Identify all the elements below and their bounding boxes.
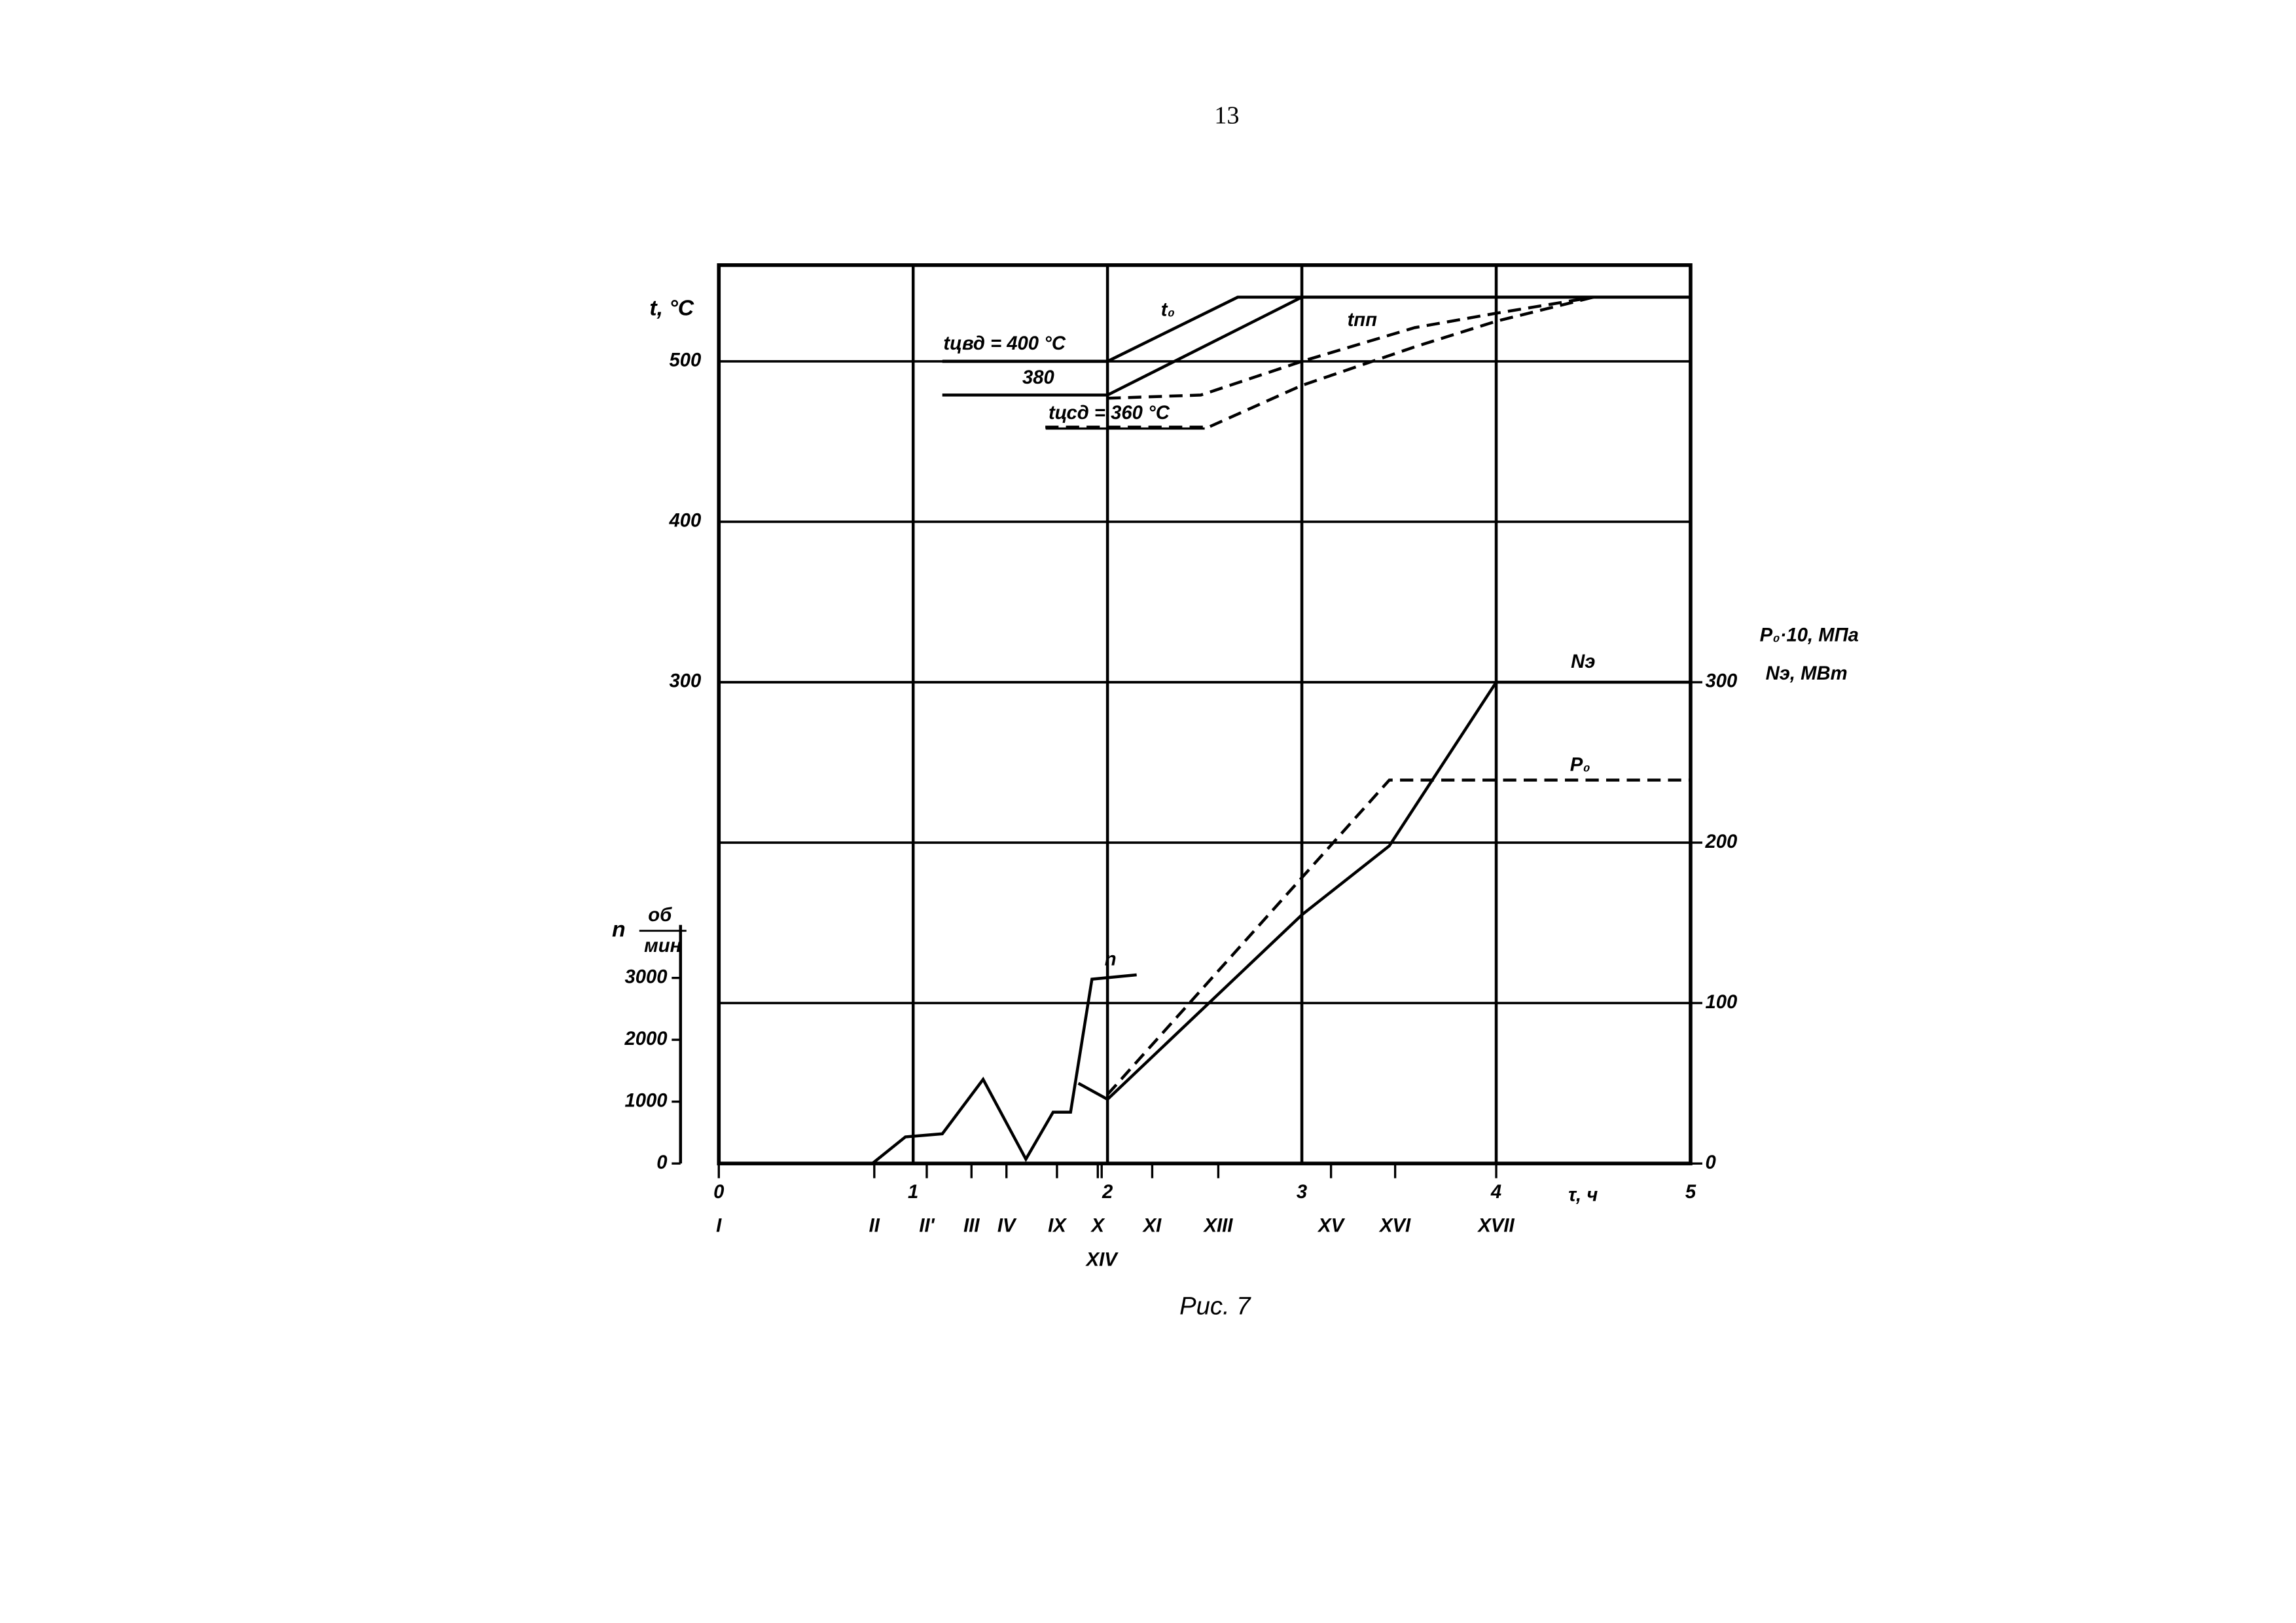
series-line [1077, 680, 1691, 1101]
y3-tick-label: 2000 [624, 1029, 667, 1049]
series-line [1107, 295, 1594, 400]
stage-label: XI [1142, 1216, 1162, 1237]
series-line [871, 973, 1137, 1165]
y2-tick-label: 0 [1705, 1152, 1715, 1173]
x-tick-label: 1 [908, 1182, 918, 1203]
series-line [942, 295, 1691, 397]
stage-label: I [716, 1216, 722, 1237]
annotation: 380 [1022, 367, 1054, 388]
annotation: n [1105, 949, 1117, 970]
x-tick-label: 2 [1102, 1182, 1113, 1203]
annotation: P₀ [1570, 754, 1590, 775]
x-tick-label: 4 [1490, 1182, 1501, 1203]
annotation: tпп [1348, 310, 1378, 331]
stage-label: IV [997, 1216, 1017, 1237]
y2-tick-label: 100 [1705, 992, 1737, 1013]
stage-label: XIV [1085, 1249, 1119, 1270]
y-tick-label: 400 [668, 511, 701, 532]
x-tick-label: 5 [1685, 1182, 1696, 1203]
y-axis-label: t, °C [649, 295, 694, 320]
stage-label: IX [1048, 1216, 1067, 1237]
x-tick-label: 0 [713, 1182, 724, 1203]
annotation: t₀ [1161, 299, 1175, 320]
plot-frame [717, 263, 1693, 1165]
stage-label: II' [919, 1216, 935, 1237]
x-tick-label: 3 [1297, 1182, 1307, 1203]
y3-tick-label: 0 [656, 1152, 667, 1173]
x-axis-label: τ, ч [1568, 1184, 1598, 1205]
y2-axis-label: P₀·10, МПа [1760, 625, 1859, 646]
y2-axis-label: Nэ, МВт [1766, 663, 1848, 684]
y3-axis-unit: об [648, 905, 672, 926]
series-line [1045, 295, 1594, 429]
y3-tick-label: 1000 [624, 1090, 667, 1111]
y2-tick-label: 300 [1705, 671, 1737, 692]
y3-axis-symbol: n [612, 917, 626, 942]
annotation: tцсд = 360 °C [1049, 403, 1170, 424]
stage-label: II [869, 1216, 880, 1237]
stage-label: XVI [1378, 1216, 1411, 1237]
y3-tick-label: 3000 [624, 966, 667, 987]
chart: 0 1 2 3 4 5 τ, ч 300 400 500 t, °C 0 100 200 300 P₀·10,… [612, 263, 1859, 1270]
y-tick-label: 300 [669, 671, 701, 692]
y2-tick-label: 200 [1704, 831, 1737, 852]
stage-label: XIII [1202, 1216, 1233, 1237]
series-line [1106, 778, 1691, 1096]
caption: Рис. 7 [1179, 1292, 1251, 1321]
stage-label: III [963, 1216, 980, 1237]
stage-label: XV [1317, 1216, 1345, 1237]
y-tick-label: 500 [669, 350, 701, 371]
page-number: 13 [1214, 102, 1239, 130]
y3-axis-unit: мин [644, 936, 681, 957]
annotation: Nэ [1571, 651, 1595, 672]
stage-label: X [1090, 1216, 1105, 1237]
annotation: tцвд = 400 °C [943, 333, 1066, 354]
stage-label: XVII [1477, 1216, 1515, 1237]
